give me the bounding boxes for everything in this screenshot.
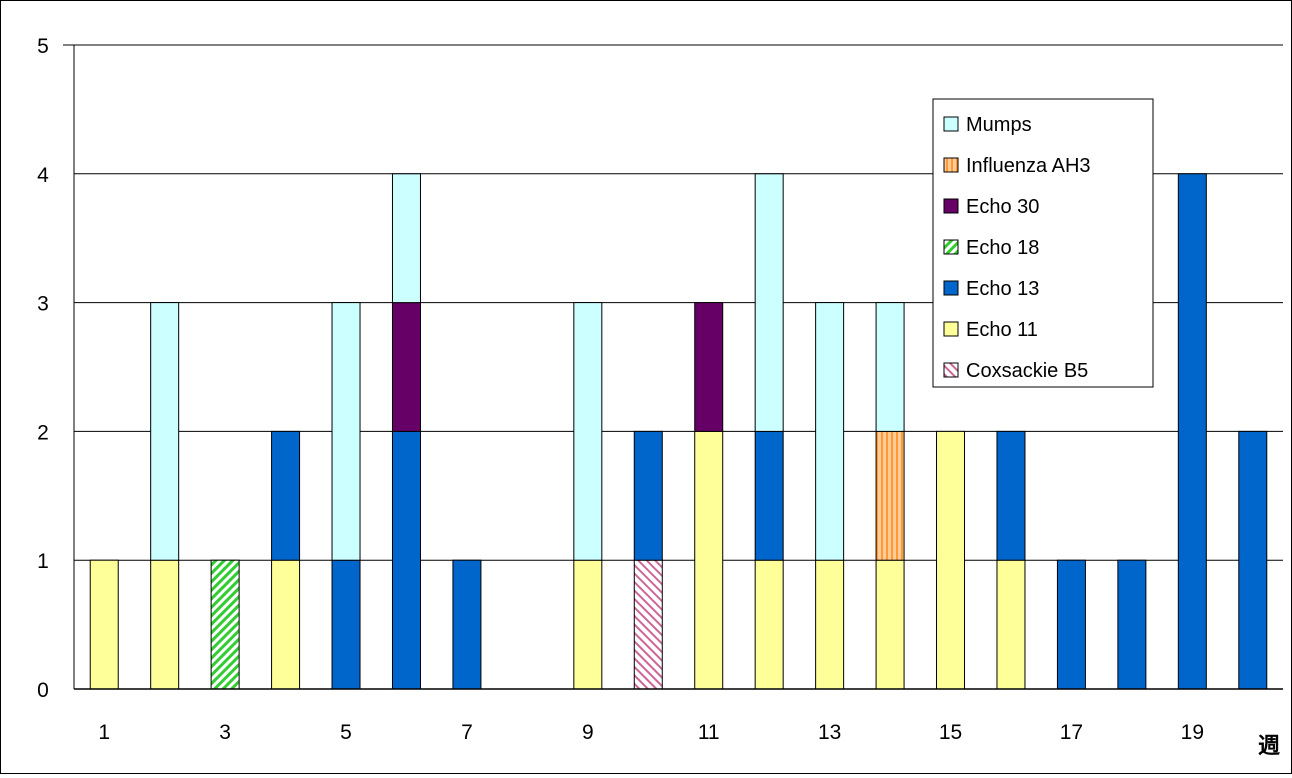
y-tick-label: 0 [37, 679, 49, 702]
x-tick-label: 3 [219, 721, 231, 744]
x-tick-label: 13 [818, 721, 841, 744]
bar-segment [271, 559, 301, 690]
legend-swatch [943, 321, 959, 337]
bar-segment [150, 559, 180, 690]
bar-segment [875, 430, 905, 561]
bar-segment [210, 559, 240, 690]
bar-segment [271, 430, 301, 561]
bar-segment [815, 302, 845, 561]
bar-segment [875, 559, 905, 690]
bar-segment [1177, 173, 1207, 690]
bar-segment [754, 173, 784, 432]
legend-label: Echo 11 [966, 319, 1038, 341]
x-axis-title: 週 [1258, 733, 1280, 758]
legend-label: Echo 13 [966, 278, 1039, 300]
bar-segment [573, 559, 603, 690]
bar-segment [694, 430, 724, 690]
x-tick-label: 5 [340, 721, 352, 744]
bar-segment [754, 559, 784, 690]
legend-box [932, 98, 1154, 388]
legend-label: Coxsackie B5 [966, 360, 1088, 382]
bar-segment [996, 559, 1026, 690]
bar-segment [391, 302, 421, 432]
legend-label: Mumps [966, 114, 1032, 136]
y-tick-label: 3 [37, 293, 49, 316]
bar-segment [694, 302, 724, 432]
bar-segment [1056, 559, 1086, 690]
bar-segment [875, 302, 905, 432]
legend-label: Influenza AH3 [966, 155, 1091, 177]
bar-segment [1238, 430, 1268, 690]
legend-swatch [943, 198, 959, 214]
y-tick-label: 5 [37, 35, 49, 58]
legend-label: Echo 30 [966, 196, 1039, 218]
x-tick-label: 19 [1181, 721, 1204, 744]
x-tick-label: 1 [98, 721, 110, 744]
bar-segment [391, 430, 421, 690]
legend-swatch [943, 116, 959, 132]
bar-segment [633, 559, 663, 690]
bar-segment [573, 302, 603, 561]
bars [89, 173, 1268, 690]
x-tick-label: 15 [939, 721, 962, 744]
bar-segment [331, 559, 361, 690]
legend-swatch [943, 362, 959, 378]
legend: Mumps Influenza AH3 Echo 30 Echo 18 Echo 13 E… [932, 98, 1154, 388]
bar-segment [391, 173, 421, 304]
x-tick-label: 17 [1060, 721, 1083, 744]
bar-segment [1117, 559, 1147, 690]
bar-segment [150, 302, 180, 561]
legend-swatch [943, 239, 959, 255]
legend-swatch [943, 157, 959, 173]
y-tick-label: 1 [37, 550, 49, 573]
bar-segment [996, 430, 1026, 561]
bar-segment [89, 559, 119, 690]
x-tick-label: 7 [461, 721, 473, 744]
legend-swatch [943, 280, 959, 296]
bar-segment [633, 430, 663, 561]
y-tick-label: 4 [37, 164, 49, 187]
legend-label: Echo 18 [966, 237, 1039, 259]
y-tick-label: 2 [37, 421, 49, 444]
x-tick-label: 11 [698, 721, 720, 744]
bar-segment [754, 430, 784, 561]
bar-segment [936, 430, 966, 690]
bar-segment [452, 559, 482, 690]
bar-segment [815, 559, 845, 690]
x-tick-label: 9 [582, 721, 594, 744]
bar-segment [331, 302, 361, 561]
axes [63, 44, 1283, 690]
